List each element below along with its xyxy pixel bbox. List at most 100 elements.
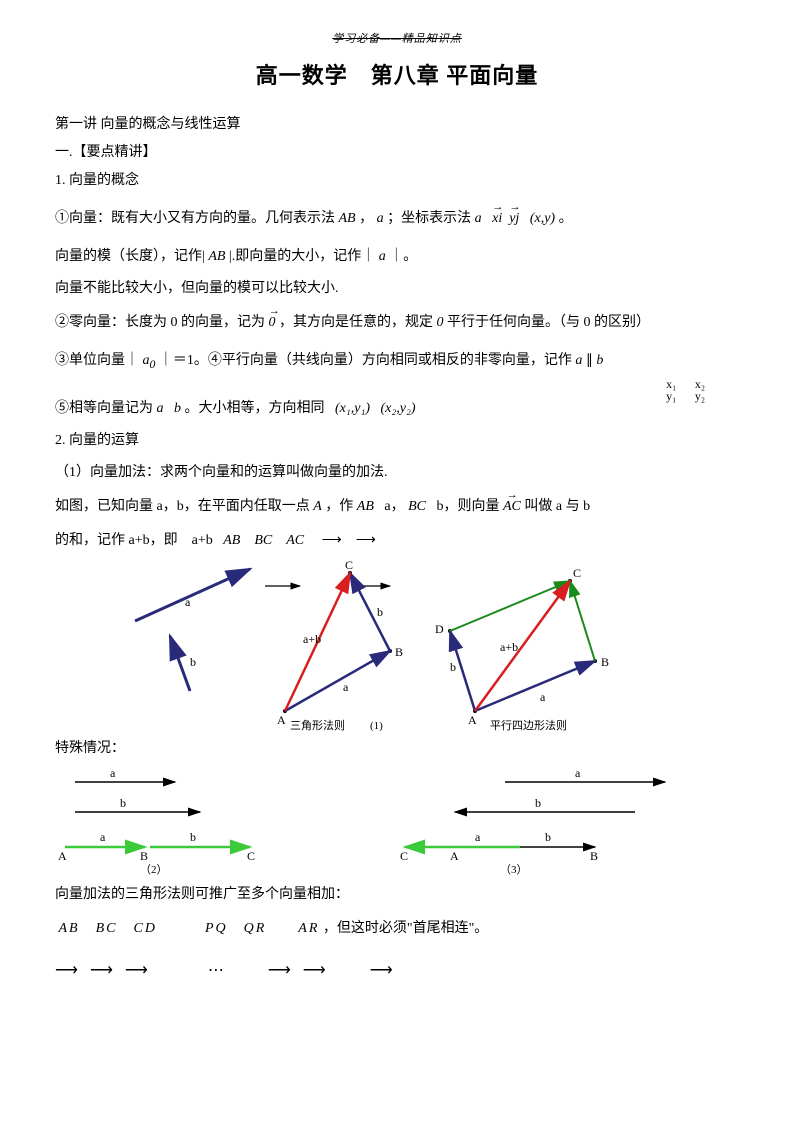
a-eq: a bbox=[157, 401, 164, 416]
label-A2: A bbox=[468, 713, 477, 727]
para-equal-vec: ⑤相等向量记为 a b 。大小相等，方向相同 (x₁,y₁) (x₂,y₂) x… bbox=[55, 395, 739, 423]
text: 向量的模（长度），记作| bbox=[55, 249, 205, 264]
svg-text:a: a bbox=[110, 766, 116, 780]
para-zero-vec: ②零向量：长度为 0 的向量，记为 0 ，其方向是任意的，规定 0 平行于任何向… bbox=[55, 309, 739, 337]
arrow2: ⟶ bbox=[356, 533, 376, 548]
text: 。 bbox=[559, 211, 573, 226]
text: ，但这时必须"首尾相连"。 bbox=[323, 921, 488, 936]
text: ｜＝1。④平行向量（共线向量）方向相同或相反的非零向量，记作 bbox=[159, 353, 572, 368]
xi: xi bbox=[492, 205, 502, 233]
arrow1: ⟶ bbox=[322, 533, 342, 548]
svg-text:b: b bbox=[190, 830, 196, 844]
svg-text:C: C bbox=[247, 849, 255, 863]
xy2: (x₂,y₂) bbox=[381, 401, 416, 416]
figure-addition: a b A B C a b a+b 三角形法则 bbox=[55, 561, 735, 731]
svg-text:（3）: （3） bbox=[500, 863, 528, 876]
vec-a2: a bbox=[475, 211, 482, 226]
svg-text:C: C bbox=[400, 849, 408, 863]
trailing-arrows: ⟶⟶⟶ ⋯ ⟶⟶ ⟶ bbox=[55, 957, 739, 986]
AB2: AB bbox=[357, 499, 374, 514]
AC: AC bbox=[503, 493, 521, 521]
case-3: a b a b C A B （3） bbox=[400, 766, 665, 876]
a-par: a bbox=[575, 353, 582, 368]
text: 的和，记作 a+b，即 a+b bbox=[55, 533, 213, 548]
text: |.即向量的大小，记作｜ bbox=[229, 249, 375, 264]
label-C2: C bbox=[573, 566, 581, 580]
fig1-label: (1) bbox=[370, 720, 383, 732]
text: a， bbox=[384, 499, 404, 514]
text: b，则向量 bbox=[437, 499, 500, 514]
svg-text:A: A bbox=[450, 849, 459, 863]
para-no-compare: 向量不能比较大小，但向量的模可以比较大小. bbox=[55, 275, 739, 303]
seq: AB BC AC bbox=[223, 533, 304, 548]
label-D: D bbox=[435, 622, 444, 636]
svg-text:（2）: （2） bbox=[140, 863, 168, 876]
b-eq: b bbox=[174, 401, 181, 416]
text: 。大小相等，方向相同 bbox=[185, 401, 325, 416]
label-C: C bbox=[345, 558, 353, 572]
AB-mod: AB bbox=[208, 249, 225, 264]
label-b3: b bbox=[450, 660, 456, 674]
para-vector-def: ①向量：既有大小又有方向的量。几何表示法 AB ， a ；坐标表示法 a xi … bbox=[55, 205, 739, 233]
ops-1: （1）向量加法：求两个向量和的运算叫做向量的加法. bbox=[55, 459, 739, 487]
label-b2: b bbox=[377, 605, 383, 619]
label-A: A bbox=[277, 713, 286, 727]
page-title: 高一数学 第八章 平面向量 bbox=[55, 56, 739, 96]
vector-addition-svg: a b A B C a b a+b 三角形法则 bbox=[55, 561, 735, 731]
header-strike: 学习必备——精品知识点 bbox=[55, 30, 739, 50]
text: 平行于任何向量。（与 0 的区别） bbox=[447, 315, 650, 330]
vec-AB: AB bbox=[339, 211, 356, 226]
svg-text:A: A bbox=[58, 849, 67, 863]
text: ②零向量：长度为 0 的向量，记为 bbox=[55, 315, 265, 330]
text: ， bbox=[359, 211, 373, 226]
label-ab2: a+b bbox=[500, 640, 518, 654]
matrix: x₁y₁ x₂y₂ bbox=[662, 377, 709, 405]
label-ab: a+b bbox=[303, 632, 321, 646]
concept-heading: 1. 向量的概念 bbox=[55, 167, 739, 195]
chain-seq: AB BC CD PQ QR AR bbox=[59, 921, 320, 936]
para-modulus: 向量的模（长度），记作| AB |.即向量的大小，记作｜ a ｜。 bbox=[55, 243, 739, 271]
svg-text:a: a bbox=[475, 830, 481, 844]
triangle-rule-caption: 三角形法则 bbox=[290, 718, 345, 732]
para-rule-caption: 平行四边形法则 bbox=[490, 718, 567, 732]
text: ⑤相等向量记为 bbox=[55, 401, 153, 416]
coord: (x,y) bbox=[530, 211, 555, 226]
text: 叫做 a 与 b bbox=[524, 499, 590, 514]
zero-vec2: 0 bbox=[437, 315, 444, 330]
svg-text:a: a bbox=[575, 766, 581, 780]
text: ③单位向量｜ bbox=[55, 353, 139, 368]
ops-heading: 2. 向量的运算 bbox=[55, 427, 739, 455]
text: ，作 bbox=[325, 499, 353, 514]
special-cases-svg: a b a b A B C （2） a b bbox=[55, 767, 735, 877]
triangle-rule-fig: A B C a b a+b 三角形法则 (1) bbox=[277, 558, 403, 732]
parallel-sym: ∥ bbox=[586, 353, 593, 368]
section-1: 一.【要点精讲】 bbox=[55, 139, 739, 167]
text: ｜。 bbox=[389, 249, 417, 264]
figure-special-cases: a b a b A B C （2） a b bbox=[55, 767, 735, 877]
a0: a0 bbox=[143, 353, 156, 368]
label-a2: a bbox=[343, 680, 349, 694]
yj: yj bbox=[509, 205, 519, 233]
special-cases-label: 特殊情况： bbox=[55, 735, 739, 763]
a-mod: a bbox=[379, 249, 386, 264]
para-sum-def: 的和，记作 a+b，即 a+b AB BC AC ⟶ ⟶ bbox=[55, 527, 739, 555]
para-extend: 向量加法的三角形法则可推广至多个向量相加： bbox=[55, 881, 739, 909]
label-B: B bbox=[395, 645, 403, 659]
text: ；坐标表示法 bbox=[387, 211, 471, 226]
text: ①向量：既有大小又有方向的量。几何表示法 bbox=[55, 211, 335, 226]
b-par: b bbox=[596, 353, 603, 368]
label-a3: a bbox=[540, 690, 546, 704]
svg-text:a: a bbox=[100, 830, 106, 844]
text: ，其方向是任意的，规定 bbox=[279, 315, 433, 330]
para-unit-parallel: ③单位向量｜ a0 ｜＝1。④平行向量（共线向量）方向相同或相反的非零向量，记作… bbox=[55, 347, 739, 376]
label-B2: B bbox=[601, 655, 609, 669]
A: A bbox=[313, 499, 322, 514]
case-2: a b a b A B C （2） bbox=[58, 766, 255, 876]
text: 如图，已知向量 a，b，在平面内任取一点 bbox=[55, 499, 310, 514]
svg-text:b: b bbox=[535, 796, 541, 810]
svg-text:B: B bbox=[590, 849, 598, 863]
zero-vec: 0 bbox=[269, 309, 276, 337]
svg-text:B: B bbox=[140, 849, 148, 863]
para-figure-intro: 如图，已知向量 a，b，在平面内任取一点 A ，作 AB a， BC b，则向量… bbox=[55, 493, 739, 521]
svg-text:b: b bbox=[545, 830, 551, 844]
